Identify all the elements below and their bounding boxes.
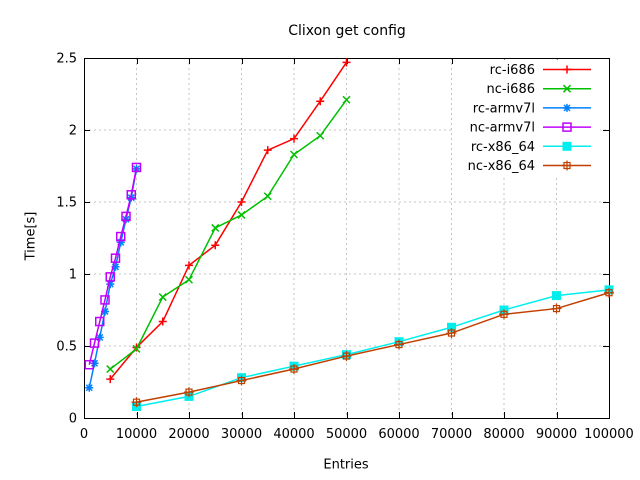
marker-plus — [263, 146, 272, 155]
marker-boxed-plus — [394, 339, 404, 350]
series-rc-x86_64 — [132, 285, 614, 411]
marker-asterisk — [116, 238, 125, 247]
marker-asterisk — [85, 383, 94, 392]
legend-label: rc-x86_64 — [471, 140, 535, 155]
marker-boxed-plus — [341, 351, 352, 362]
marker-open-square — [126, 190, 136, 200]
marker-asterisk — [111, 262, 120, 271]
marker-plus — [342, 58, 351, 67]
x-tick-label: 0 — [80, 427, 88, 442]
marker-cross — [211, 223, 220, 232]
x-tick-label: 20000 — [168, 427, 209, 442]
marker-plus — [106, 375, 115, 384]
marker-boxed-plus — [499, 309, 509, 320]
marker-boxed-plus — [184, 387, 194, 398]
y-tick-label: 1.5 — [56, 196, 77, 211]
y-tick-label: 0 — [69, 412, 77, 427]
marker-filled-square — [552, 291, 561, 301]
legend-label: nc-armv7l — [470, 121, 535, 136]
series-line-nc-i686 — [109, 99, 348, 370]
marker-boxed-plus — [236, 375, 247, 386]
x-tick-label: 30000 — [221, 427, 262, 442]
x-tick-label: 80000 — [483, 427, 524, 442]
marker-asterisk — [95, 333, 104, 342]
marker-asterisk — [106, 280, 115, 289]
grid — [84, 58, 609, 418]
legend-label: nc-x86_64 — [468, 159, 535, 174]
y-tick-label: 1 — [69, 268, 77, 283]
marker-plus — [185, 261, 193, 270]
marker-filled-square — [447, 322, 456, 332]
marker-cross — [184, 275, 194, 284]
series-line-nc-armv7l — [88, 167, 138, 365]
marker-open-square — [131, 162, 142, 173]
marker-open-square — [105, 272, 115, 282]
x-tick-label: 90000 — [536, 427, 577, 442]
series-nc-x86_64 — [131, 287, 614, 408]
x-tick-label: 50000 — [326, 427, 367, 442]
series-line-rc-i686 — [109, 61, 348, 380]
y-tick-label: 2.5 — [56, 52, 77, 67]
marker-open-square — [110, 253, 121, 263]
marker-cross — [132, 344, 141, 353]
marker-open-square — [95, 316, 105, 327]
series-rc-i686 — [106, 58, 351, 384]
marker-asterisk — [563, 103, 571, 112]
x-tick-label: 70000 — [431, 427, 472, 442]
marker-cross — [106, 365, 115, 374]
legend-label: nc-i686 — [486, 82, 535, 97]
marker-boxed-plus — [289, 364, 299, 375]
marker-open-square — [562, 122, 572, 132]
legend-label: rc-armv7l — [473, 101, 535, 116]
marker-plus — [158, 317, 167, 326]
marker-plus — [290, 134, 298, 143]
series-line-rc-x86_64 — [136, 289, 610, 408]
x-tick-label: 40000 — [273, 427, 314, 442]
marker-plus — [237, 198, 246, 206]
marker-cross — [562, 84, 572, 93]
marker-open-square — [84, 359, 94, 370]
marker-open-square — [89, 338, 100, 348]
marker-asterisk — [101, 307, 109, 316]
marker-plus — [316, 97, 325, 106]
chart-title: Clixon get config — [288, 23, 406, 39]
legend: rc-i686 nc-i686 rc-armv7l nc-armv7l rc-x86_6… — [453, 59, 600, 176]
marker-plus — [563, 65, 571, 74]
marker-open-square — [121, 211, 131, 222]
x-axis-label: Entries — [323, 457, 369, 473]
marker-boxed-plus — [446, 328, 457, 339]
marker-cross — [289, 150, 299, 159]
marker-boxed-plus — [604, 287, 614, 298]
marker-cross — [316, 131, 325, 140]
marker-boxed-plus — [551, 303, 562, 314]
x-tick-label: 60000 — [378, 427, 419, 442]
y-tick-label: 2 — [69, 124, 77, 139]
marker-cross — [237, 210, 246, 219]
y-axis-label: Time[s] — [23, 211, 39, 261]
marker-asterisk — [90, 359, 99, 368]
marker-filled-square — [562, 141, 572, 151]
marker-boxed-plus — [562, 160, 572, 171]
marker-boxed-plus — [131, 397, 142, 408]
marker-cross — [263, 192, 272, 201]
legend-label: rc-i686 — [490, 63, 535, 78]
x-tick-label: 10000 — [116, 427, 157, 442]
y-tick-label: 0.5 — [56, 340, 77, 355]
marker-plus — [211, 241, 220, 250]
marker-open-square — [116, 231, 126, 242]
marker-cross — [342, 95, 351, 104]
series-nc-i686 — [106, 95, 351, 374]
tick-labels: 0 10000 20000 30000 40000 50000 60000 70000 8000… — [56, 52, 634, 443]
x-tick-label: 100000 — [584, 427, 634, 442]
legend-background — [453, 59, 600, 176]
marker-open-square — [100, 295, 110, 305]
series-nc-armv7l — [84, 162, 142, 370]
marker-cross — [158, 293, 167, 302]
series-line-nc-x86_64 — [136, 292, 610, 403]
